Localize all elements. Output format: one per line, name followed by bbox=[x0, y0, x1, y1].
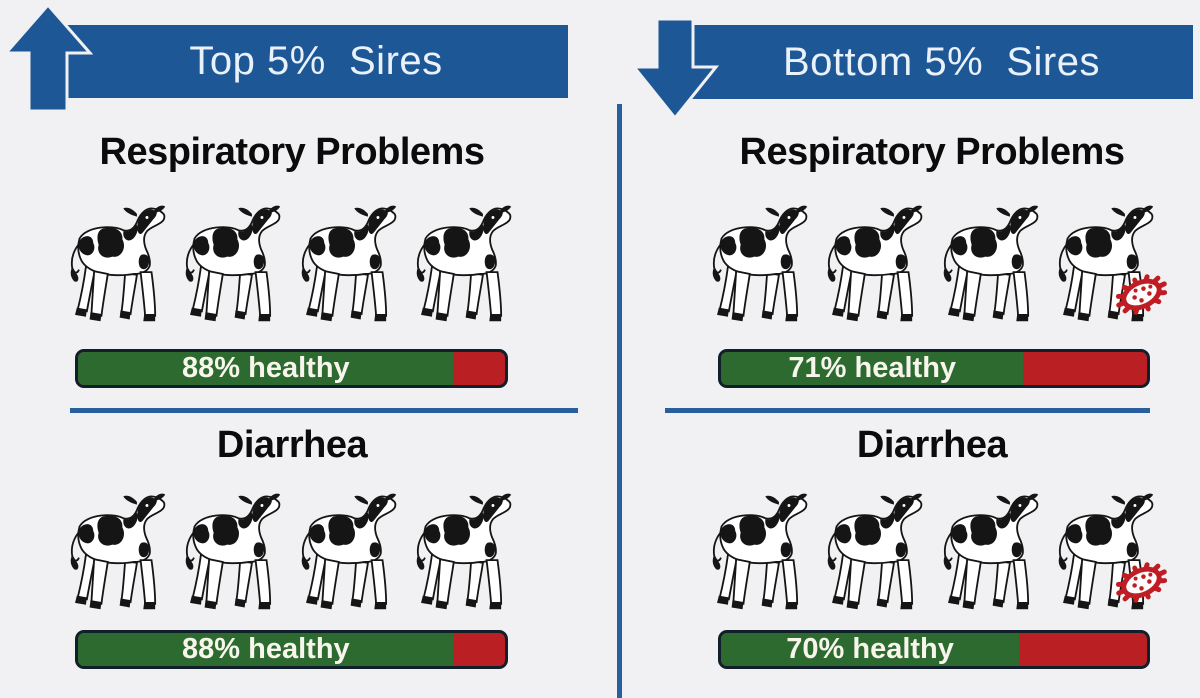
divider-horizontal-left bbox=[70, 408, 578, 413]
healthbar-green-segment: 88% healthy bbox=[78, 352, 454, 385]
calf-icon bbox=[292, 202, 402, 324]
up-arrow-icon bbox=[3, 2, 93, 113]
banner-top-sires-label: Top 5% Sires bbox=[189, 39, 443, 83]
calf-icon bbox=[61, 490, 171, 612]
section-title-diarrhea-left: Diarrhea bbox=[216, 424, 368, 466]
calf-icon bbox=[407, 202, 517, 324]
healthbar-green-segment: 88% healthy bbox=[78, 633, 454, 666]
calf-icon bbox=[292, 490, 402, 612]
healthbar-diarrhea-right: 70% healthy bbox=[718, 630, 1150, 669]
pathogen-germ-icon bbox=[1110, 263, 1173, 326]
healthbar-respiratory-right: 71% healthy bbox=[718, 349, 1150, 388]
pathogen-germ-icon bbox=[1110, 551, 1173, 614]
healthbar-label: 70% healthy bbox=[786, 633, 954, 665]
healthbar-label: 71% healthy bbox=[788, 352, 957, 384]
calf-icon bbox=[934, 202, 1044, 324]
healthbar-green-segment: 70% healthy bbox=[721, 633, 1020, 666]
calf-icon bbox=[61, 202, 171, 324]
banner-top-sires: Top 5% Sires bbox=[64, 25, 568, 98]
calf-icon bbox=[703, 202, 813, 324]
calf-icon bbox=[407, 490, 517, 612]
sick-calf-icon bbox=[1049, 490, 1159, 612]
healthbar-respiratory-left: 88% healthy bbox=[75, 349, 508, 388]
divider-horizontal-right bbox=[665, 408, 1150, 413]
calf-icon bbox=[703, 490, 813, 612]
calf-icon bbox=[818, 490, 928, 612]
down-arrow-icon bbox=[631, 17, 719, 121]
calf-icon bbox=[934, 490, 1044, 612]
calf-row-diarrhea-right bbox=[703, 490, 1159, 612]
calf-row-diarrhea-left bbox=[61, 490, 517, 612]
section-title-respiratory-right: Respiratory Problems bbox=[739, 131, 1125, 173]
healthbar-label: 88% healthy bbox=[182, 352, 350, 384]
banner-bottom-sires-label: Bottom 5% Sires bbox=[782, 39, 1100, 84]
healthbar-label: 88% healthy bbox=[182, 633, 350, 665]
section-title-diarrhea-right: Diarrhea bbox=[856, 424, 1008, 466]
divider-vertical-center bbox=[617, 104, 622, 698]
calf-icon bbox=[176, 202, 286, 324]
calf-icon bbox=[818, 202, 928, 324]
calf-icon bbox=[176, 490, 286, 612]
healthbar-diarrhea-left: 88% healthy bbox=[75, 630, 508, 669]
calf-row-respiratory-left bbox=[61, 202, 517, 324]
sick-calf-icon bbox=[1049, 202, 1159, 324]
section-title-respiratory-left: Respiratory Problems bbox=[99, 131, 485, 173]
calf-row-respiratory-right bbox=[703, 202, 1159, 324]
banner-bottom-sires: Bottom 5% Sires bbox=[690, 25, 1193, 99]
healthbar-green-segment: 71% healthy bbox=[721, 352, 1024, 385]
